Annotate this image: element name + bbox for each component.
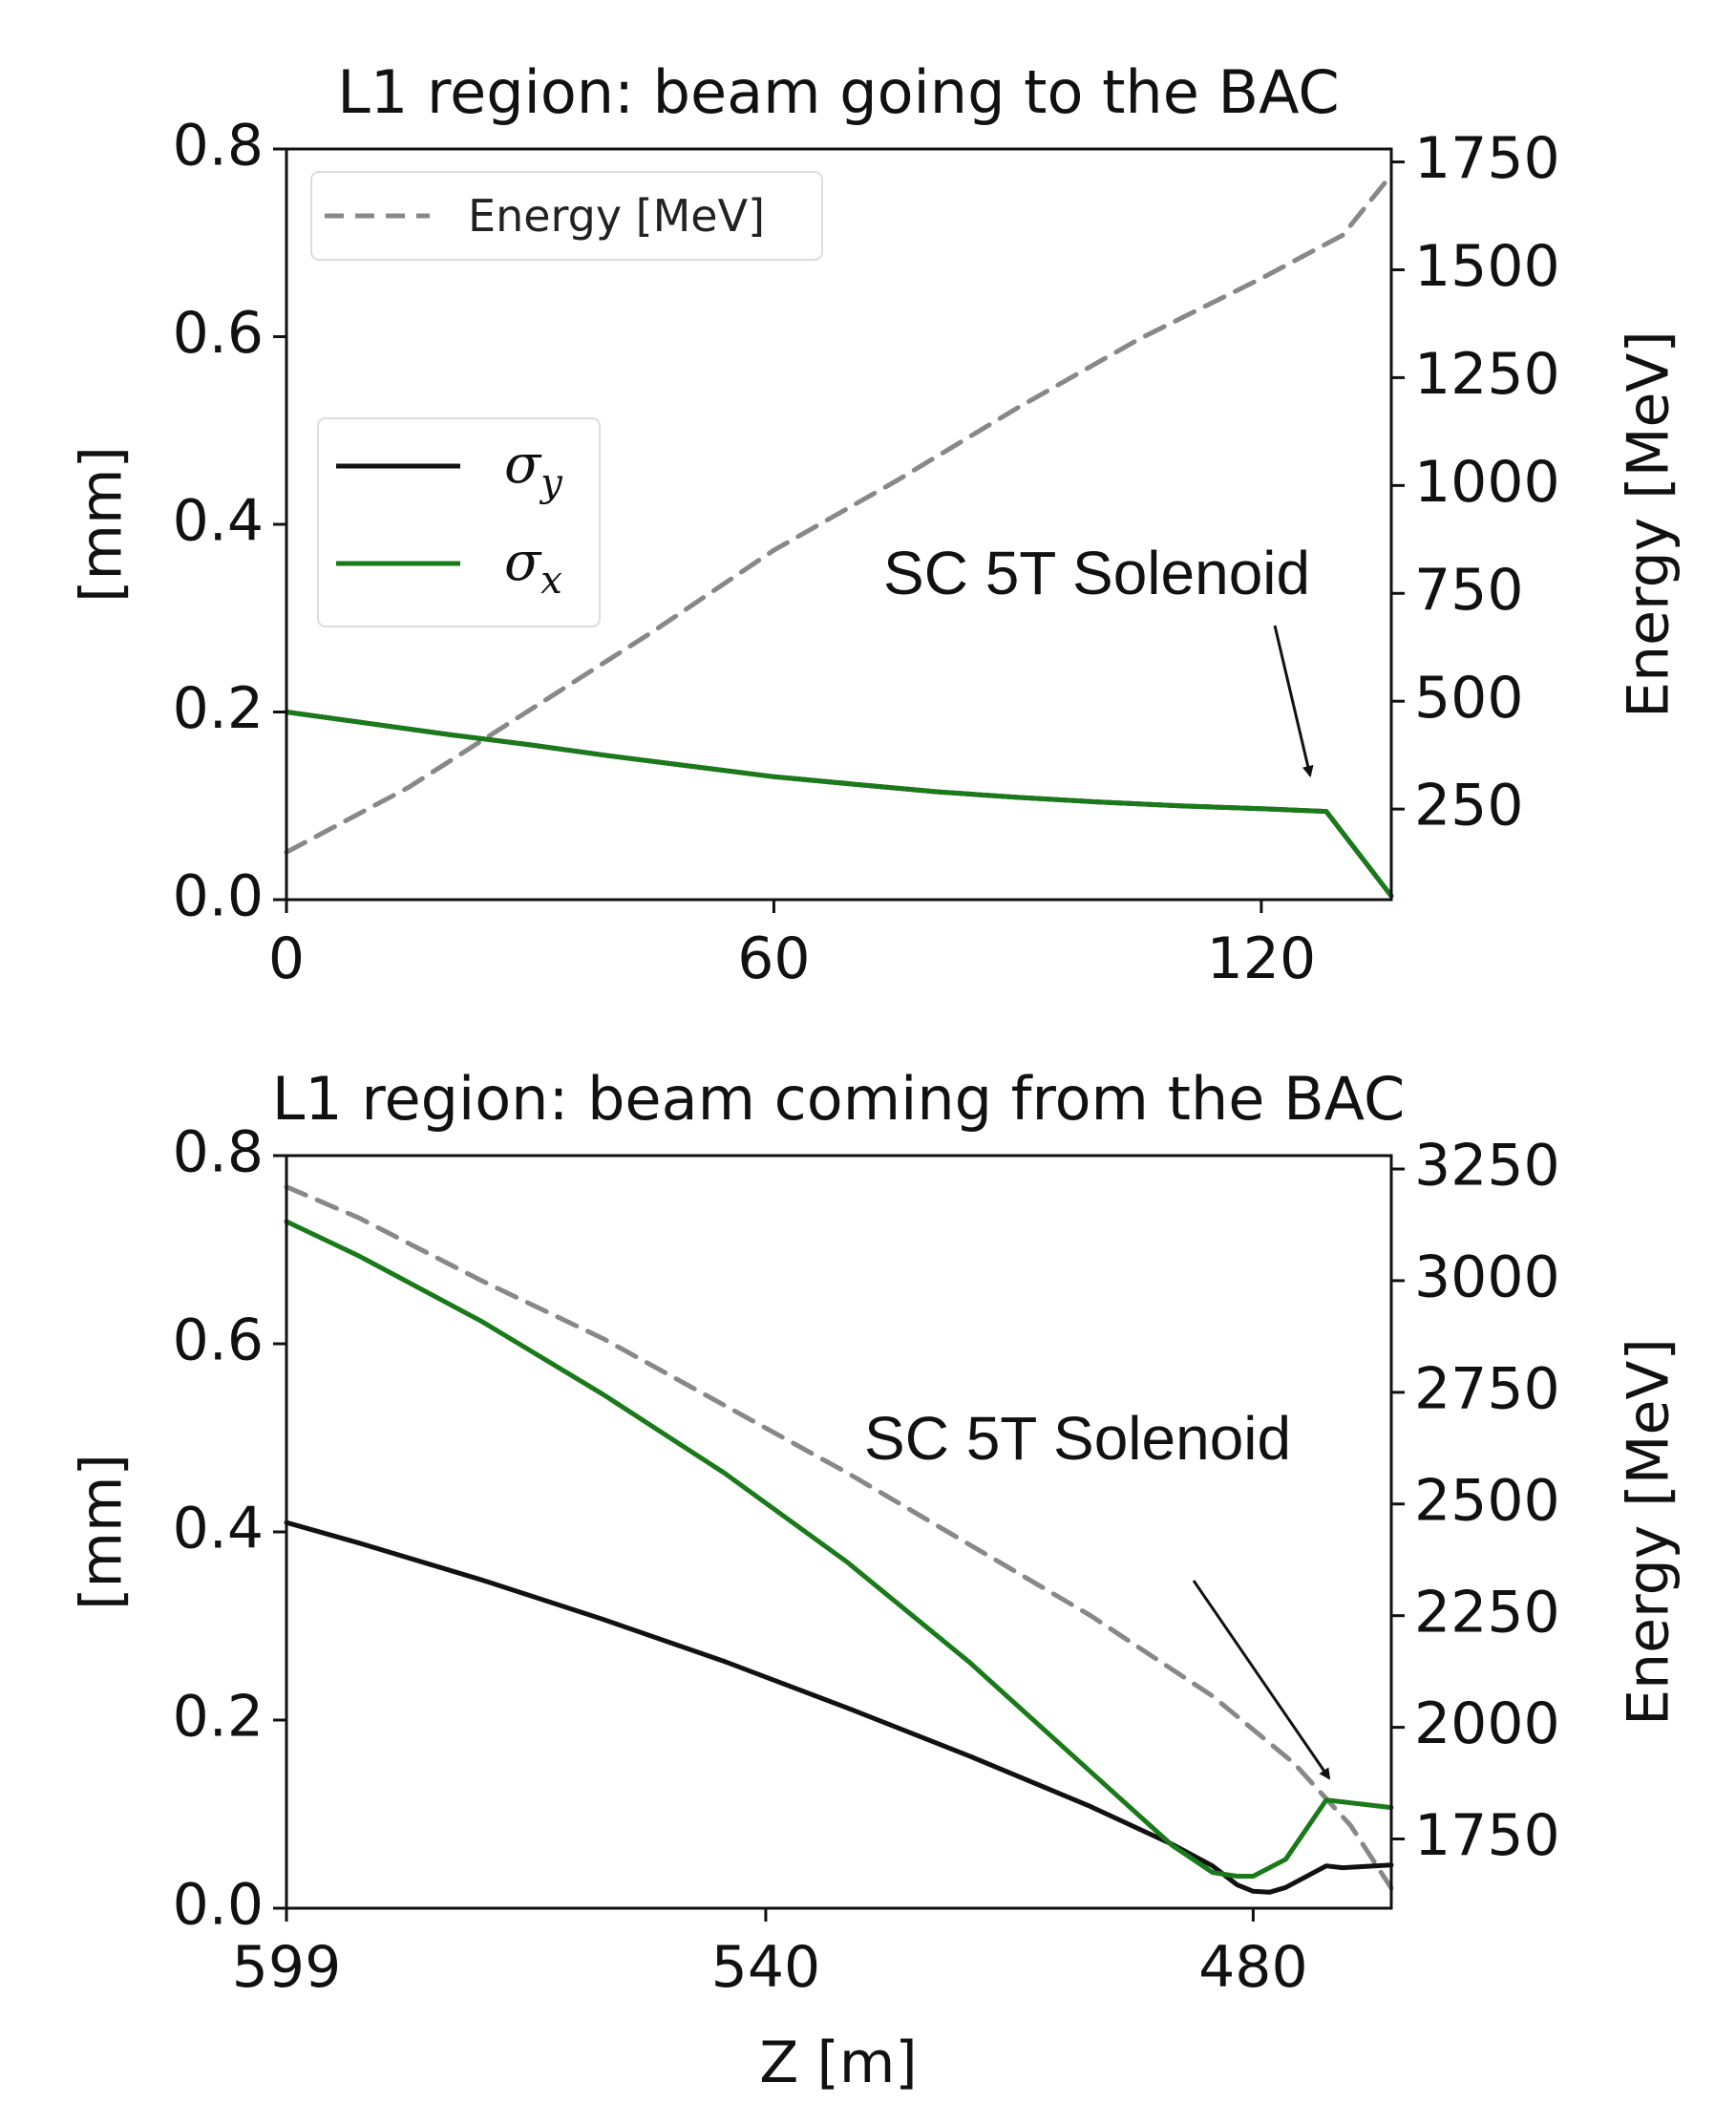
bottom-y-tick-label: 0.4: [173, 1496, 264, 1562]
bottom-x-axis-label: Z [m]: [759, 2029, 917, 2096]
top-chart-title: L1 region: beam going to the BAC: [337, 57, 1339, 127]
top-energy-legend-label: Energy [MeV]: [468, 190, 765, 242]
bottom-chart-title: L1 region: beam coming from the BAC: [272, 1064, 1406, 1134]
bottom-y-axis-label: [mm]: [69, 1454, 136, 1610]
bottom-y2-tick-label: 2000: [1414, 1690, 1560, 1757]
top-solenoid-annotation: SC 5T Solenoid: [883, 539, 1310, 607]
bottom-y-tick-label: 0.8: [173, 1119, 264, 1186]
bottom-y2-tick-label: 3250: [1414, 1133, 1560, 1200]
top-y2-tick-label: 750: [1414, 557, 1524, 624]
top-y2-tick-label: 1000: [1414, 449, 1560, 516]
bottom-y2-tick-label: 1750: [1414, 1802, 1560, 1869]
bottom-x-tick-label: 599: [232, 1934, 342, 2001]
top-y-tick-label: 0.8: [173, 113, 264, 180]
top-ticks-layer: 0.0 0.2 0.4 0.6 0.8 250 500 750 1000 1250 1500 1750…: [173, 113, 1560, 992]
top-series-layer: [284, 172, 1394, 899]
bottom-plot-frame: [285, 1154, 1393, 1910]
bottom-solenoid-annotation: SC 5T Solenoid: [864, 1404, 1291, 1473]
bottom-y-tick-label: 0.0: [173, 1872, 264, 1939]
top-sigma-legend-box: [317, 417, 601, 627]
top-sigma-y-line: [284, 710, 1394, 899]
top-energy-legend: Energy [MeV]: [310, 171, 823, 261]
top-sigma-x-line: [284, 710, 1394, 899]
top-solenoid-arrow: [1273, 625, 1314, 777]
bottom-y2-tick-label: 3000: [1414, 1244, 1560, 1311]
top-energy-legend-box: [310, 171, 823, 261]
top-y-tick-label: 0.6: [173, 300, 264, 367]
top-x-tick-label: 0: [268, 925, 305, 992]
top-y2-tick-label: 500: [1414, 665, 1524, 732]
top-y2-tick-label: 1750: [1414, 125, 1560, 192]
bottom-y2-tick-label: 2250: [1414, 1579, 1560, 1646]
bottom-ticks-layer: 0.0 0.2 0.4 0.6 0.8 1750 2000 2250 2500 2750 3000 3…: [173, 1119, 1560, 2001]
top-y-axis-label: [mm]: [69, 446, 136, 603]
bottom-y-tick-label: 0.6: [173, 1307, 264, 1374]
top-x-tick-label: 120: [1207, 925, 1317, 992]
bottom-chart: L1 region: beam coming from the BAC 0.00…: [69, 1064, 1683, 2096]
top-y-tick-label: 0.4: [173, 488, 264, 555]
top-sigma-legend: σy σx: [317, 417, 601, 627]
top-y2-axis-label: Energy [MeV]: [1616, 330, 1683, 718]
bottom-series-layer: [284, 1184, 1394, 1895]
sigma-y-legend-label: σy: [504, 434, 563, 505]
top-y2-tick-label: 1250: [1414, 341, 1560, 408]
bottom-energy-line: [284, 1184, 1394, 1891]
bottom-y2-tick-label: 2750: [1414, 1355, 1560, 1422]
top-y2-tick-label: 1500: [1414, 233, 1560, 300]
bottom-y2-axis-label: Energy [MeV]: [1616, 1338, 1683, 1726]
top-y-tick-label: 0.0: [173, 863, 264, 930]
top-y-tick-label: 0.2: [173, 675, 264, 742]
bottom-x-tick-label: 480: [1198, 1934, 1308, 2001]
top-energy-line: [284, 172, 1394, 855]
top-x-tick-label: 60: [737, 925, 810, 992]
top-y2-tick-label: 250: [1414, 773, 1524, 839]
top-chart: L1 region: beam going to the BAC 0.00.20…: [69, 57, 1683, 992]
bottom-y-tick-label: 0.2: [173, 1684, 264, 1751]
bottom-sigma-x-line: [284, 1219, 1394, 1879]
bottom-y2-tick-label: 2500: [1414, 1467, 1560, 1534]
bottom-solenoid-arrow: [1192, 1580, 1331, 1780]
bottom-x-tick-label: 540: [711, 1934, 821, 2001]
